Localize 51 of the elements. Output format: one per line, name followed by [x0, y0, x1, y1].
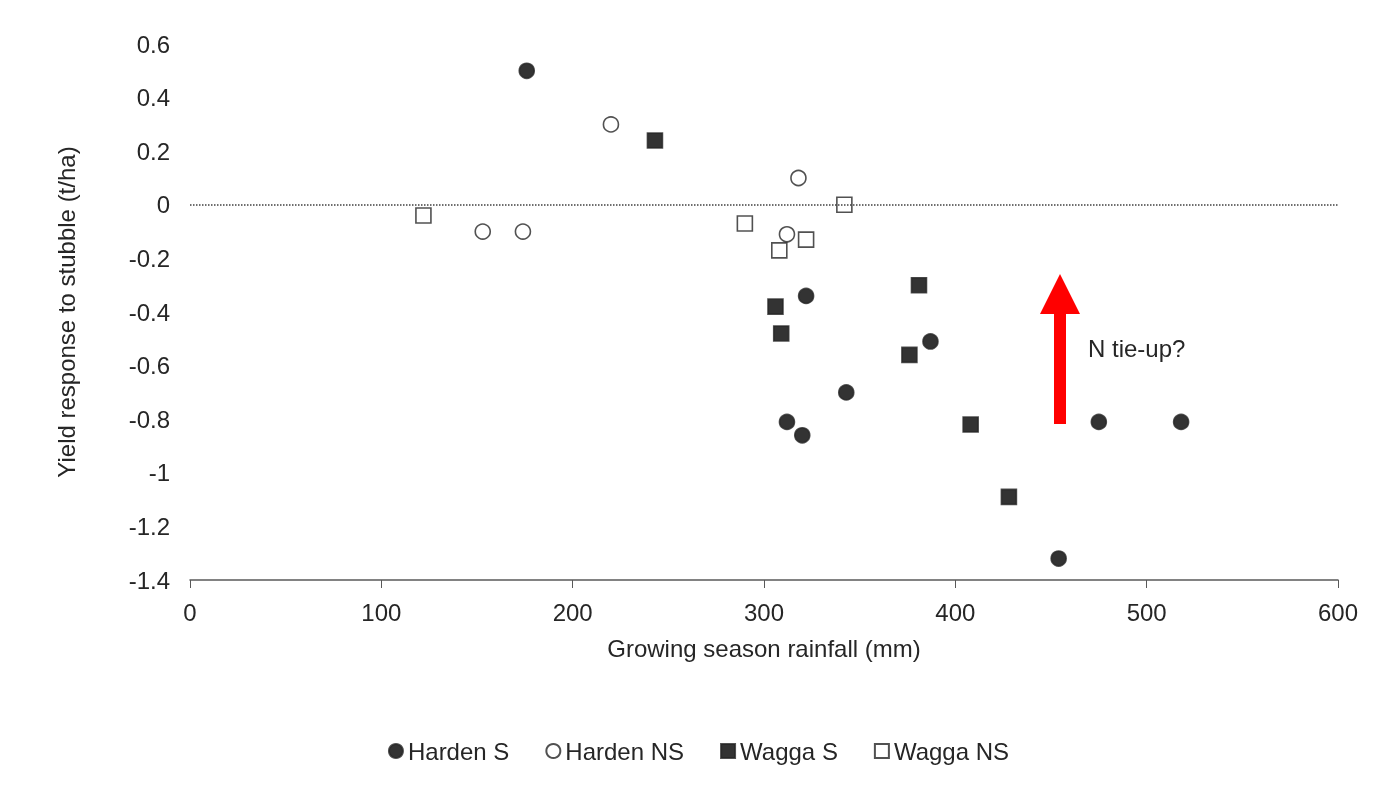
point [602, 116, 620, 133]
point [901, 346, 918, 364]
y-tick-label: 0.6 [136, 30, 170, 58]
point [1172, 413, 1190, 431]
y-tick-label: 0 [156, 191, 170, 219]
x-tick-label: 200 [552, 598, 593, 626]
point [910, 276, 928, 294]
point [736, 215, 754, 232]
y-tick-label: -0.4 [128, 298, 170, 326]
point [1050, 550, 1067, 567]
legend-label: Wagga NS [893, 737, 1010, 765]
y-tick-label: 0.2 [136, 137, 170, 165]
point [1090, 413, 1108, 431]
annotation: N tie-up? [1088, 334, 1186, 362]
y-tick-label: -1 [148, 459, 170, 487]
point [778, 413, 796, 431]
y-tick-label: -0.6 [128, 352, 170, 380]
y-tick-label: -1.2 [128, 512, 170, 540]
point [767, 298, 784, 315]
x-tick-label: 0 [183, 598, 197, 626]
point [778, 225, 796, 243]
point [1000, 488, 1018, 506]
y-tick-label: -0.8 [128, 405, 170, 433]
point [474, 223, 492, 240]
legend-label: Harden NS [565, 737, 685, 765]
x-tick-label: 300 [743, 598, 785, 626]
x-tick-label: 500 [1126, 598, 1167, 626]
y-tick-label: -1.4 [128, 566, 170, 594]
point [646, 132, 664, 149]
legend-label: Harden S [407, 737, 510, 765]
point [518, 62, 536, 80]
x-tick-label: 400 [935, 598, 976, 626]
x-tick-label: 100 [361, 598, 402, 626]
point [797, 231, 815, 248]
y-axis-title: Yield response to stubble (t/ha) [52, 146, 80, 478]
x-axis-title: Growing season rainfall (mm) [607, 634, 921, 662]
x-tick-label: 600 [1317, 598, 1359, 626]
point [793, 426, 811, 444]
y-tick-label: 0.4 [136, 84, 170, 112]
point [415, 207, 432, 224]
point [837, 384, 855, 401]
legend-label: Wagga S [740, 737, 838, 765]
point [514, 223, 532, 240]
y-tick-label: -0.2 [128, 244, 170, 272]
point [836, 196, 853, 214]
point [922, 333, 939, 350]
point [797, 287, 815, 305]
point [772, 325, 790, 342]
point [790, 169, 807, 187]
point [962, 416, 979, 433]
point [771, 242, 788, 259]
